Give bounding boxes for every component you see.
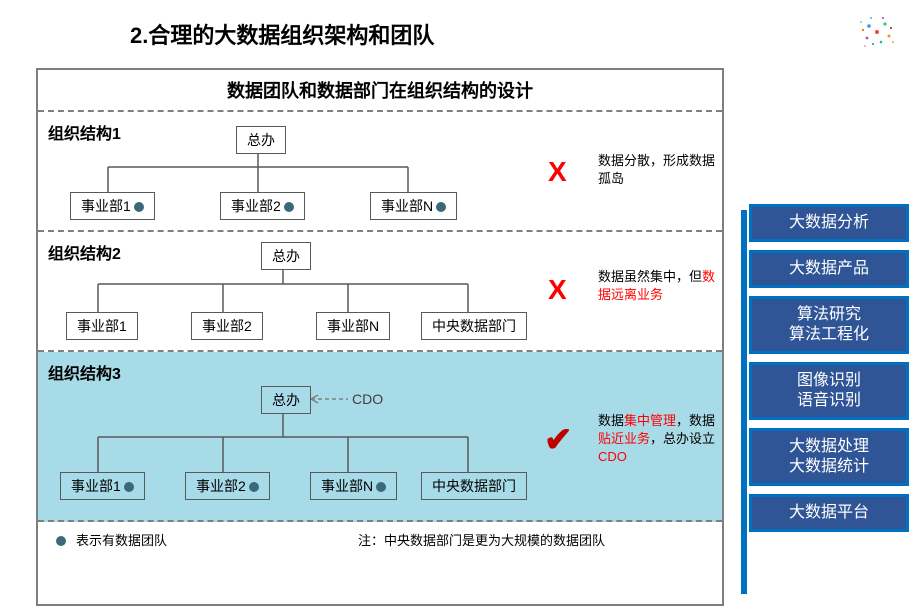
structure-1: 组织结构1 总办 事业部1 事业部2 事业部N X 数据分散，形成数据孤岛 <box>38 112 722 232</box>
sidebar-item-4: 大数据处理大数据统计 <box>749 428 909 486</box>
legend-text-2: 注：中央数据部门是更为大规模的数据团队 <box>358 522 605 560</box>
node-child-3-0: 事业部1 <box>60 472 145 500</box>
caption-1: 数据分散，形成数据孤岛 <box>598 152 718 188</box>
legend: 表示有数据团队 注：中央数据部门是更为大规模的数据团队 <box>38 522 722 560</box>
node-child-3-1: 事业部2 <box>185 472 270 500</box>
caption-3: 数据集中管理，数据贴近业务，总办设立CDO <box>598 412 718 467</box>
sidebar-item-0: 大数据分析 <box>749 204 909 242</box>
node-child-2-3: 中央数据部门 <box>421 312 527 340</box>
caption-2: 数据虽然集中，但数据远离业务 <box>598 268 718 304</box>
mark-check: ✔ <box>544 420 573 460</box>
node-root-2: 总办 <box>261 242 311 270</box>
structure-3: 组织结构3 总办 CDO 事业部1 事业部2 事业部N 中央数据部门 ✔ 数据集… <box>38 352 722 522</box>
node-child-2-1: 事业部2 <box>191 312 263 340</box>
node-child-2-2: 事业部N <box>316 312 390 340</box>
sidebar-item-3: 图像识别语音识别 <box>749 362 909 420</box>
structure-1-label: 组织结构1 <box>48 120 121 144</box>
cdo-label: CDO <box>352 391 383 407</box>
node-child-1-2: 事业部N <box>370 192 457 220</box>
diagram-subtitle: 数据团队和数据部门在组织结构的设计 <box>38 70 722 112</box>
node-root-3: 总办 <box>261 386 311 414</box>
node-child-1-0: 事业部1 <box>70 192 155 220</box>
mark-x-2: X <box>548 274 567 306</box>
node-root-1: 总办 <box>236 126 286 154</box>
node-child-3-3: 中央数据部门 <box>421 472 527 500</box>
legend-text-1: 表示有数据团队 <box>76 522 167 560</box>
node-child-1-1: 事业部2 <box>220 192 305 220</box>
structure-3-label: 组织结构3 <box>48 360 121 384</box>
sidebar-item-2: 算法研究算法工程化 <box>749 296 909 354</box>
structure-2-label: 组织结构2 <box>48 240 121 264</box>
sidebar-connector <box>741 210 747 594</box>
structure-2: 组织结构2 总办 事业部1 事业部2 事业部N 中央数据部门 X 数据虽然集中，… <box>38 232 722 352</box>
sidebar-item-1: 大数据产品 <box>749 250 909 288</box>
sidebar: 大数据分析 大数据产品 算法研究算法工程化 图像识别语音识别 大数据处理大数据统… <box>749 204 909 540</box>
sidebar-item-5: 大数据平台 <box>749 494 909 532</box>
node-child-2-0: 事业部1 <box>66 312 138 340</box>
slide-title: 2.合理的大数据组织架构和团队 <box>130 18 434 50</box>
decorative-logo-icon <box>855 10 899 54</box>
main-diagram-box: 数据团队和数据部门在组织结构的设计 组织结构1 总办 事业部1 事业部2 事业部… <box>36 68 724 606</box>
legend-dot-icon <box>56 536 66 546</box>
mark-x-1: X <box>548 156 567 188</box>
node-child-3-2: 事业部N <box>310 472 397 500</box>
